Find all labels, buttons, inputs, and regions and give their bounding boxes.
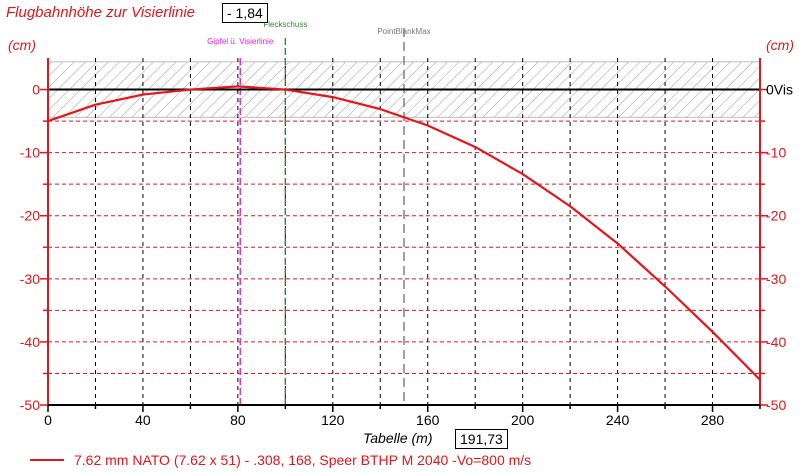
x-tick-label: 40 <box>135 412 151 428</box>
y-tick-label-left: -20 <box>20 208 40 224</box>
marker-label: PointBlankMax <box>377 27 430 36</box>
y-tick-label-right: 0Vis <box>766 82 793 98</box>
series-layer <box>47 85 761 381</box>
axis-layer: 0 0Vis-10 -10-20 -20-30 -30-40 -40-50 -500 40 80… <box>20 58 793 428</box>
y-tick-label-right: -20 <box>766 208 786 224</box>
legend-line-swatch <box>30 459 64 461</box>
x-tick-label: 240 <box>606 412 630 428</box>
marker-label: Fleckschuss <box>263 20 307 29</box>
chart-title: Flugbahnhöhe zur Visierlinie <box>6 4 196 21</box>
y-tick-label-right: -40 <box>766 334 786 350</box>
marker-label: Gipfel ü. Visierlinie <box>207 37 274 46</box>
legend-label: 7.62 mm NATO (7.62 x 51) - .308, 168, Sp… <box>74 452 532 468</box>
x-axis-label: Tabelle (m) <box>363 430 433 446</box>
x-tick-label: 280 <box>701 412 725 428</box>
x-readout-box: 191,73 <box>455 429 508 449</box>
y-tick-label-left: -30 <box>20 271 40 287</box>
y-tick-label-left: 0 <box>32 82 40 98</box>
y-tick-label-left: -40 <box>20 334 40 350</box>
y-readout-box: - 1,84 <box>222 3 268 23</box>
y-tick-label-left: -50 <box>20 397 40 413</box>
y-tick-label-right: -30 <box>766 271 786 287</box>
left-axis-unit: (cm) <box>8 37 36 53</box>
grid-layer <box>48 58 760 405</box>
legend: 7.62 mm NATO (7.62 x 51) - .308, 168, Sp… <box>30 452 531 468</box>
x-tick-label: 120 <box>321 412 345 428</box>
marker-layer: Gipfel ü. Visierlinie Fleckschuss PointBla… <box>207 20 431 405</box>
y-tick-label-right: -50 <box>766 397 786 413</box>
x-tick-label: 80 <box>230 412 246 428</box>
x-tick-label: 160 <box>416 412 440 428</box>
x-tick-label: 0 <box>44 412 52 428</box>
y-tick-label-right: -10 <box>766 145 786 161</box>
x-tick-label: 200 <box>511 412 535 428</box>
trajectory-line <box>47 85 761 381</box>
right-axis-unit: (cm) <box>766 37 794 53</box>
y-tick-label-left: -10 <box>20 145 40 161</box>
